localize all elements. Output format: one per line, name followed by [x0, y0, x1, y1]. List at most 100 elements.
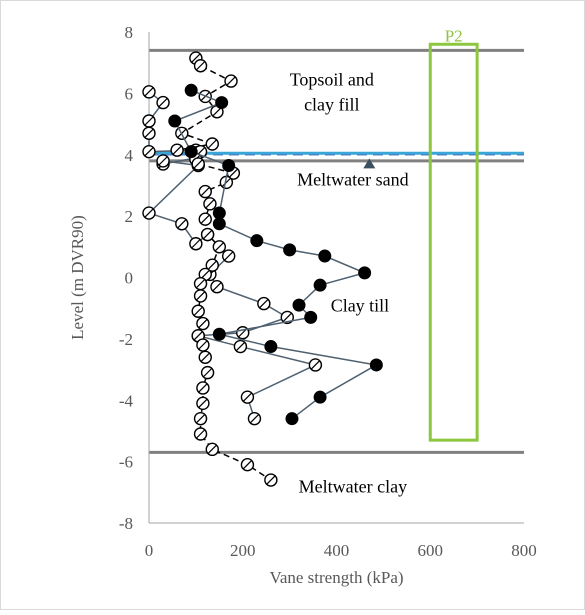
- data-point-slash: [250, 414, 259, 424]
- data-point-slash: [310, 360, 320, 370]
- data-point: [318, 249, 332, 263]
- data-point: [264, 473, 278, 487]
- layer-label-line: clay fill: [304, 95, 359, 115]
- data-point: [200, 365, 215, 380]
- data-point: [168, 114, 182, 128]
- data-point: [184, 145, 198, 159]
- x-tick-label: 800: [511, 541, 537, 560]
- data-point: [196, 338, 210, 352]
- data-point: [205, 258, 219, 272]
- data-point: [308, 358, 323, 372]
- layer-labels: Topsoil and clay fill Meltwater sand Clay t…: [290, 70, 409, 497]
- data-point: [247, 411, 262, 426]
- y-tick-label: 8: [125, 23, 134, 42]
- data-point-slash: [207, 139, 217, 149]
- data-point: [212, 327, 226, 341]
- data-point-slash: [203, 230, 213, 239]
- data-point: [198, 212, 212, 226]
- data-point: [203, 197, 217, 211]
- y-tick-label: 4: [125, 146, 134, 165]
- data-point: [212, 206, 226, 220]
- data-point-slash: [196, 414, 205, 424]
- x-tick-label: 600: [418, 541, 444, 560]
- data-point: [198, 350, 212, 364]
- y-tick-label: -6: [119, 453, 133, 472]
- layer-label-line: Meltwater sand: [297, 169, 408, 189]
- data-point: [283, 243, 297, 257]
- data-point-slash: [243, 392, 252, 402]
- data-point: [280, 310, 294, 325]
- data-point: [205, 137, 219, 151]
- data-point-slash: [193, 159, 203, 169]
- data-point-slash: [191, 239, 201, 249]
- data-point: [285, 412, 299, 426]
- data-point: [212, 217, 226, 231]
- data-point-slash: [259, 299, 269, 309]
- data-point: [210, 280, 224, 294]
- y-axis-title: Level (m DVR90): [68, 215, 87, 340]
- data-point: [196, 396, 210, 411]
- data-series: [142, 51, 383, 487]
- layer-label-line: Clay till: [331, 295, 390, 315]
- layer-label-line: Topsoil and: [290, 70, 374, 90]
- data-point: [193, 289, 208, 303]
- data-point-slash: [196, 61, 205, 71]
- data-point-slash: [200, 270, 210, 279]
- data-point: [196, 316, 210, 331]
- layer-label-1: Meltwater sand: [297, 169, 408, 189]
- data-point-slash: [228, 168, 238, 178]
- data-point: [193, 427, 208, 441]
- layer-label-2: Clay till: [331, 295, 390, 315]
- data-point-slash: [207, 260, 217, 270]
- data-point: [193, 411, 208, 426]
- data-point: [240, 390, 255, 404]
- data-point-slash: [196, 429, 205, 439]
- x-tick-label: 400: [324, 541, 350, 560]
- data-point-slash: [243, 460, 252, 470]
- pile-outline: P2: [428, 26, 479, 442]
- layer-label-0: Topsoil and clay fill: [290, 70, 374, 115]
- data-point-slash: [214, 242, 224, 252]
- data-point: [191, 157, 205, 171]
- water-table: [149, 151, 524, 169]
- pile-label: P2: [445, 26, 463, 45]
- data-point: [222, 158, 236, 172]
- data-point-slash: [144, 147, 154, 157]
- data-point-slash: [266, 475, 276, 485]
- data-point-slash: [198, 383, 208, 393]
- y-tick-label: 0: [125, 269, 134, 288]
- data-point-slash: [224, 251, 234, 261]
- data-point-slash: [200, 187, 210, 196]
- data-point-slash: [282, 312, 292, 322]
- x-tick-label: 200: [230, 541, 256, 560]
- data-point-slash: [158, 98, 168, 108]
- data-point: [198, 184, 212, 199]
- data-point: [250, 234, 264, 248]
- data-point-slash: [235, 342, 245, 351]
- data-point-slash: [144, 87, 154, 97]
- data-point: [193, 276, 208, 291]
- data-point: [142, 114, 156, 128]
- data-point: [142, 144, 156, 159]
- data-point: [233, 339, 248, 354]
- axes: 0 200 400 600 800 8 6 4 2 0 -2 -4 -6 -8: [119, 23, 537, 560]
- x-tick-label: 0: [145, 541, 154, 560]
- data-point-slash: [221, 177, 231, 187]
- pile-rect: [428, 42, 479, 442]
- y-tick-label: 6: [125, 84, 134, 103]
- y-tick-label: -2: [119, 330, 133, 349]
- data-point-slash: [191, 53, 201, 63]
- layer-label-3: Meltwater clay: [299, 476, 407, 496]
- data-point-slash: [144, 116, 154, 126]
- data-point: [189, 237, 203, 251]
- data-point-slash: [198, 398, 208, 408]
- layer-label-line: Meltwater clay: [299, 476, 407, 496]
- data-point: [313, 278, 327, 292]
- data-point-slash: [144, 128, 154, 138]
- data-point: [264, 340, 278, 354]
- data-point: [142, 85, 156, 99]
- data-point: [358, 266, 372, 280]
- data-point: [215, 96, 229, 110]
